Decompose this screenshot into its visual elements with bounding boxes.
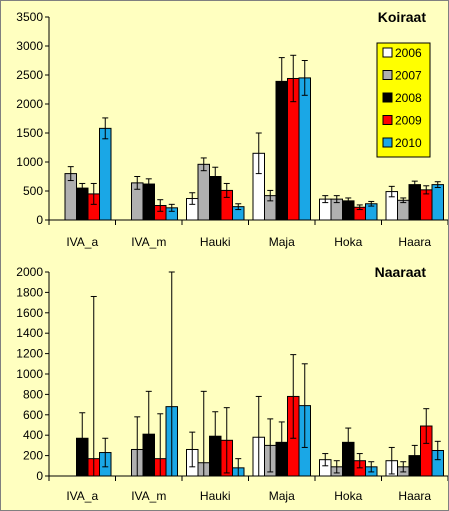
y-tick-label: 1400 xyxy=(16,326,43,340)
x-category-label: IVA_m xyxy=(131,235,166,249)
y-tick-label: 2000 xyxy=(16,97,43,111)
y-tick-label: 2500 xyxy=(16,68,43,82)
x-category-label: Hoka xyxy=(334,235,362,249)
legend-swatch xyxy=(382,137,393,148)
bar-2010-iva_a xyxy=(99,127,112,221)
bar-2008-haara xyxy=(408,184,421,221)
chart-koiraat: 0 500 1000 1500 2000 2500 3000 3500 IVA_a IVA_m Ha… xyxy=(16,9,448,249)
legend-label: 2009 xyxy=(395,114,422,128)
x-category-label: IVA_a xyxy=(66,489,98,503)
y-tick-label: 1600 xyxy=(16,306,43,320)
y-tick-label: 600 xyxy=(23,408,43,422)
y-tick-label: 0 xyxy=(36,469,43,483)
y-tick-label: 0 xyxy=(36,213,43,227)
y-tick-label: 800 xyxy=(23,387,43,401)
x-category-label: Haara xyxy=(398,235,431,249)
legend-label: 2006 xyxy=(395,46,422,60)
x-category-label: IVA_a xyxy=(66,235,98,249)
legend-label: 2010 xyxy=(395,136,422,150)
y-tick-label: 1000 xyxy=(16,367,43,381)
y-tick-label: 500 xyxy=(23,184,43,198)
chart-title: Koiraat xyxy=(378,9,427,25)
x-category-label: Hoka xyxy=(334,489,362,503)
legend-swatch xyxy=(382,115,393,125)
y-tick-label: 1000 xyxy=(16,155,43,169)
legend-label: 2007 xyxy=(395,69,422,83)
legend-swatch xyxy=(382,92,393,103)
y-tick-label: 1800 xyxy=(16,285,43,299)
y-tick-label: 200 xyxy=(23,449,43,463)
x-category-label: Haara xyxy=(398,489,431,503)
bar-2007-hauki xyxy=(197,163,210,221)
bar-2007-haara xyxy=(397,199,410,221)
legend-swatch xyxy=(382,47,393,58)
chart-title: Naaraat xyxy=(375,264,427,280)
y-tick-label: 2000 xyxy=(16,265,43,279)
x-category-label: Maja xyxy=(269,235,295,249)
y-tick-label: 1500 xyxy=(16,126,43,140)
x-category-label: Hauki xyxy=(200,235,231,249)
y-tick-label: 3000 xyxy=(16,39,43,53)
y-tick-label: 400 xyxy=(23,428,43,442)
x-category-label: IVA_m xyxy=(131,489,166,503)
x-category-label: Hauki xyxy=(200,489,231,503)
chart-naaraat: 0 200 400 600 800 1000 1200 1400 1600 1800 2000 IVA… xyxy=(16,264,448,503)
y-tick-label: 3500 xyxy=(16,10,43,24)
y-tick-label: 1200 xyxy=(16,347,43,361)
legend-swatch xyxy=(382,70,393,80)
bar-2010-maja xyxy=(298,77,311,221)
bar-2010-haara xyxy=(431,184,444,221)
legend-label: 2008 xyxy=(395,91,422,105)
x-category-label: Maja xyxy=(269,489,295,503)
